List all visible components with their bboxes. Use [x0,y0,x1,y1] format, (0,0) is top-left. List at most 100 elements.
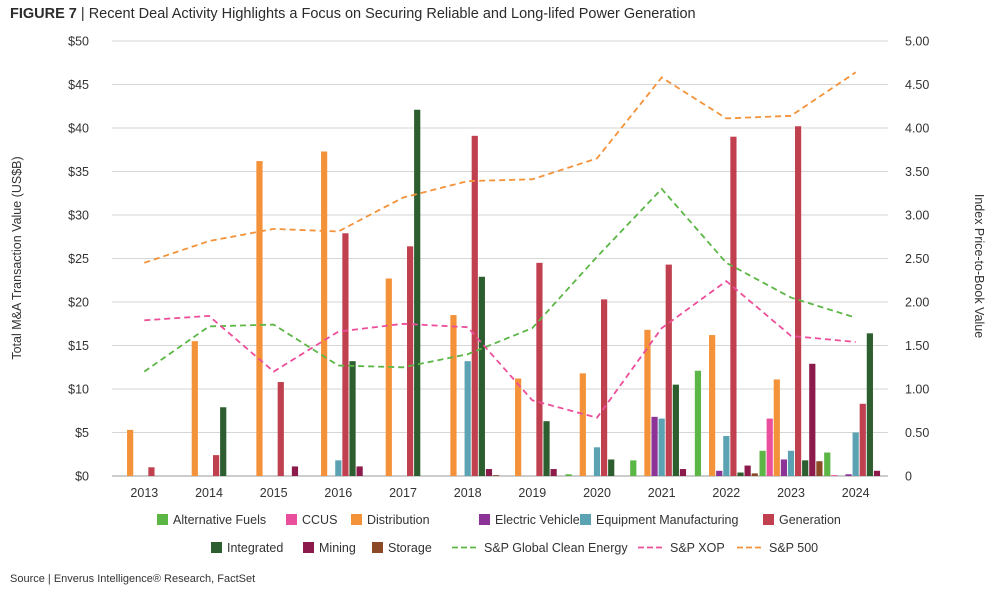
legend-label: CCUS [302,513,337,527]
bar [679,469,687,476]
figure-label: FIGURE 7 [10,6,77,22]
title-text: Recent Deal Activity Highlights a Focus … [88,6,696,22]
bar [824,452,831,476]
bar [608,459,615,476]
y2-tick-label: 2.00 [905,296,929,310]
bar [464,361,471,476]
x-tick-label: 2016 [324,486,352,500]
bar-series-alternative-fuels [565,370,831,476]
legend-label: S&P XOP [670,541,725,555]
bar [471,135,478,476]
bar [450,315,457,476]
legend-item: Distribution [351,513,430,527]
x-tick-label: 2017 [389,486,417,500]
y-tick-label: $5 [75,426,89,440]
source-note: Source | Enverus Intelligence® Research,… [10,573,256,585]
legend-swatch [351,514,362,525]
bar [787,450,795,476]
bar [191,341,198,476]
bar-series-electric-vehicles [651,416,852,476]
bar [565,474,572,476]
bar [730,136,737,476]
x-tick-label: 2019 [518,486,546,500]
x-tick-label: 2020 [583,486,611,500]
bar [277,382,284,476]
x-tick-label: 2023 [777,486,805,500]
bar [802,460,809,476]
legend-item: Equipment Manufacturing [580,513,738,527]
legend-label: Generation [779,513,841,527]
y-axis-label: Total M&A Transaction Value (US$B) [10,156,24,359]
y-tick-label: $0 [75,470,89,484]
bar [716,470,723,476]
y2-tick-label: 0.50 [905,426,929,440]
legend-item: Integrated [211,541,283,555]
legend-item: CCUS [286,513,337,527]
y2-tick-label: 2.50 [905,252,929,266]
bar [866,333,873,476]
line-s-p-global-clean-energy [143,187,856,373]
line-s-p-500 [144,71,857,264]
x-tick-label: 2013 [130,486,158,500]
legend-item: Mining [303,541,356,555]
bar [291,466,299,476]
bar [414,109,421,476]
bar [809,363,816,476]
legend-swatch [763,514,774,525]
legend-swatch [372,542,383,553]
y-tick-label: $50 [68,35,89,49]
bar [579,373,586,476]
title-separator: | [76,6,89,22]
y-tick-label: $45 [68,78,89,92]
y2-tick-label: 5.00 [905,35,929,49]
bar [148,467,155,476]
bar [751,473,758,476]
legend-label: Storage [388,541,432,555]
gridlines [112,40,888,477]
legend-label: Equipment Manufacturing [596,513,738,527]
bar [831,475,838,476]
bar-series-generation [148,126,866,476]
legend-label: Electric Vehicles [495,513,586,527]
line-marks [143,71,857,419]
bar [630,460,637,476]
bar-marks [127,109,881,477]
bar [651,416,658,476]
x-tick-label: 2014 [195,486,223,500]
chart-title: FIGURE 7 | Recent Deal Activity Highligh… [10,6,696,22]
bar-series-mining [291,363,881,476]
axes: $0 $5 $10 $15 $20 $25 $30 $35 $40 $45 $50 0 0.50 1.00… [68,35,929,501]
bar-series-storage [492,461,823,476]
bar [601,299,608,476]
x-tick-label: 2022 [712,486,740,500]
bar [859,403,866,476]
bar [709,335,716,476]
y-tick-label: $10 [68,383,89,397]
bar [407,246,414,476]
bar [342,233,349,476]
bar-series-ccus [766,418,838,476]
bar [845,474,852,476]
bar [385,278,392,476]
bar [723,435,730,476]
legend-swatch [157,514,168,525]
bar [321,151,328,477]
legend-swatch [303,542,314,553]
bar [593,447,601,476]
bar [816,461,823,476]
legend-label: Alternative Fuels [173,513,266,527]
legend-swatch [580,514,591,525]
legend-label: S&P 500 [769,541,818,555]
bar [349,361,356,476]
bar [665,264,672,476]
y2-tick-label: 1.50 [905,339,929,353]
y-tick-label: $25 [68,252,89,266]
y2-tick-label: 4.00 [905,122,929,136]
legend-item: Storage [372,541,432,555]
x-tick-label: 2021 [648,486,676,500]
y2-tick-label: 1.00 [905,383,929,397]
x-tick-label: 2018 [454,486,482,500]
bar [213,455,220,476]
y2-tick-label: 0 [905,470,912,484]
